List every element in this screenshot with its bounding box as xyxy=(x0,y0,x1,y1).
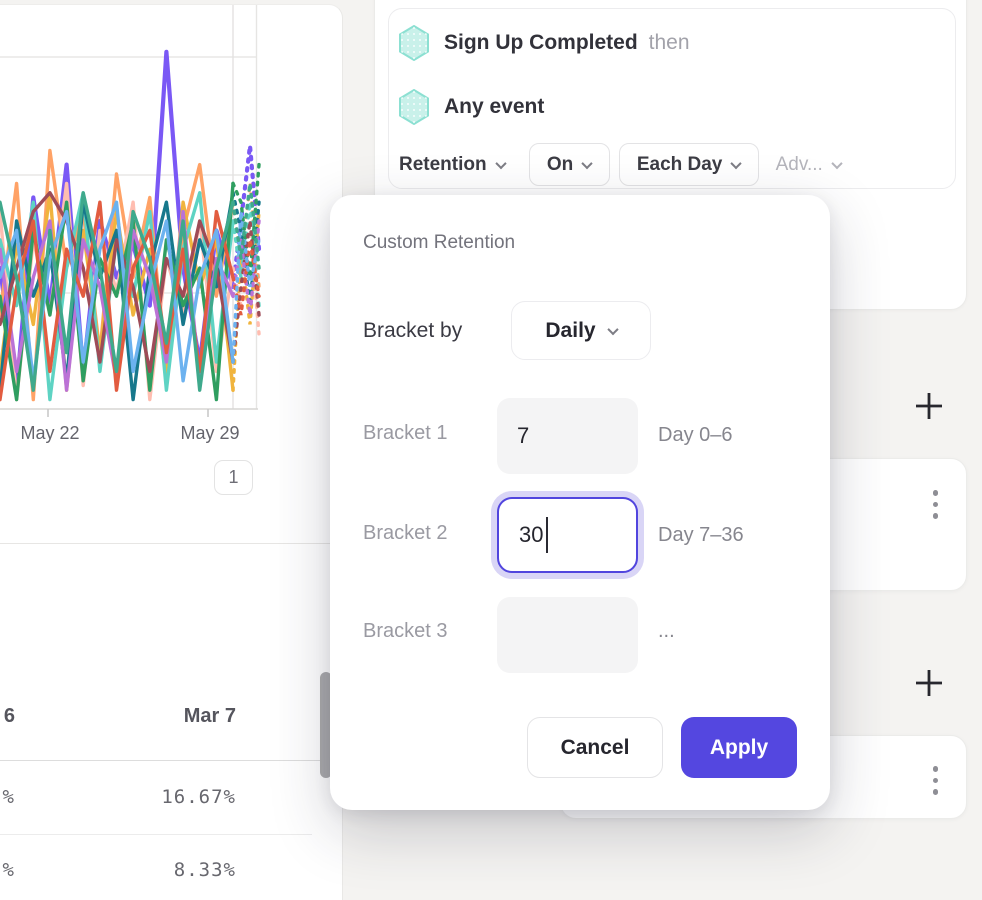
x-axis-label: May 29 xyxy=(180,423,240,443)
step-connector-text: then xyxy=(648,31,690,54)
step-row-return-event[interactable]: Any event xyxy=(399,89,555,125)
card-section-divider xyxy=(0,543,343,544)
table-header-cell: Mar 7 xyxy=(183,705,236,727)
step-row-first-event[interactable]: Sign Up Completed then xyxy=(399,25,690,61)
kebab-icon xyxy=(932,490,938,496)
bracket-1-input[interactable]: 7 xyxy=(517,423,530,448)
add-section-button[interactable] xyxy=(912,666,946,700)
retention-on-dropdown[interactable]: On xyxy=(528,143,610,186)
x-axis-label: May 22 xyxy=(20,423,80,443)
advanced-dropdown[interactable]: Adv... xyxy=(775,153,843,176)
hexagon-event-icon xyxy=(399,89,429,125)
plus-icon xyxy=(916,393,942,419)
chevron-down-icon xyxy=(606,323,619,335)
table-header-divider xyxy=(0,760,343,761)
retention-line-chart xyxy=(0,5,262,417)
chart-series xyxy=(0,49,262,402)
apply-button[interactable]: Apply xyxy=(681,717,797,778)
granularity-dropdown[interactable]: Each Day xyxy=(618,143,759,186)
custom-retention-modal: Custom Retention Bracket by Daily Bracke… xyxy=(330,195,830,810)
table-cell: 8.33% xyxy=(173,859,236,881)
kebab-icon xyxy=(932,766,938,772)
measurement-controls-row: Retention On Each Day Adv... xyxy=(399,143,843,186)
granularity-dropdown-label: Each Day xyxy=(636,153,723,175)
card-menu-button[interactable] xyxy=(929,762,943,799)
on-dropdown-label: On xyxy=(546,153,574,175)
plus-icon xyxy=(916,670,942,696)
bracket-range-text: Day 0–6 xyxy=(658,424,733,446)
scrollbar-thumb[interactable] xyxy=(320,672,332,778)
retention-steps-box: Sign Up Completed then Any event Retenti… xyxy=(388,8,956,189)
query-builder-card: Sign Up Completed then Any event Retenti… xyxy=(374,0,967,310)
bracket-row: 30 xyxy=(497,497,638,573)
chevron-down-icon xyxy=(494,157,507,169)
measure-dropdown-label: Retention xyxy=(399,153,487,175)
modal-title: Custom Retention xyxy=(363,232,516,253)
chevron-down-icon xyxy=(581,157,593,169)
bracket-row xyxy=(497,597,638,673)
table-row-divider xyxy=(0,834,312,835)
hexagon-event-icon xyxy=(399,25,429,61)
measure-dropdown[interactable]: Retention xyxy=(399,153,507,176)
step-event-name[interactable]: Any event xyxy=(444,95,545,118)
bracket-by-dropdown[interactable]: Daily xyxy=(511,301,651,360)
chevron-down-icon xyxy=(730,157,743,169)
bracket-range-text: ... xyxy=(658,620,675,642)
text-cursor xyxy=(546,517,549,553)
bracket-by-value: Daily xyxy=(545,318,596,342)
card-menu-button[interactable] xyxy=(929,486,943,523)
table-cell: % xyxy=(2,859,15,881)
table-cell: 16.67% xyxy=(161,786,236,808)
step-event-name[interactable]: Sign Up Completed xyxy=(444,31,638,54)
bracket-row-label: Bracket 2 xyxy=(363,522,448,544)
bracket-by-label: Bracket by xyxy=(363,319,463,342)
bracket-row: 7 xyxy=(497,398,638,474)
bracket-row-label: Bracket 1 xyxy=(363,422,448,444)
cancel-button[interactable]: Cancel xyxy=(527,717,663,778)
bracket-2-input[interactable]: 30 xyxy=(519,522,544,547)
chart-card: May 22 May 29 1 6 Mar 7 % 16.67% % 8.33% xyxy=(0,4,343,900)
pagination-page-button[interactable]: 1 xyxy=(214,460,253,495)
bracket-range-text: Day 7–36 xyxy=(658,524,744,546)
table-cell: % xyxy=(2,786,15,808)
advanced-dropdown-label: Adv... xyxy=(775,153,823,175)
table-header-cell: 6 xyxy=(3,705,15,727)
add-section-button[interactable] xyxy=(912,389,946,423)
chevron-down-icon xyxy=(831,157,843,169)
bracket-row-label: Bracket 3 xyxy=(363,620,448,642)
